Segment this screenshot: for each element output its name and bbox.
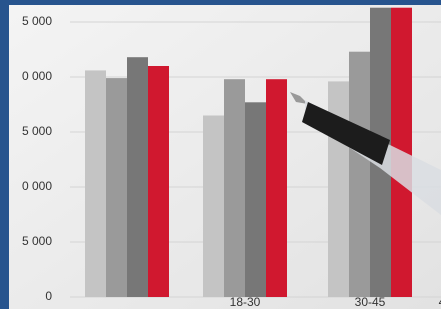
bar: [266, 79, 287, 297]
bar: [224, 79, 245, 297]
x-tick-label: 18-30: [230, 295, 261, 309]
bar: [106, 78, 127, 297]
x-tick-label: 30-45: [355, 295, 386, 309]
y-tick-label: 5 000: [22, 14, 52, 28]
y-tick-label: 0 000: [22, 179, 52, 193]
y-tick-label: 0: [45, 289, 52, 303]
bar: [85, 70, 106, 297]
y-tick-label: 5 000: [22, 124, 52, 138]
bar: [148, 66, 169, 297]
bar: [349, 52, 370, 297]
bar: [127, 57, 148, 297]
bar: [203, 116, 224, 298]
y-tick-label: 0 000: [22, 69, 52, 83]
bar: [245, 102, 266, 297]
photo: 5 0000 0005 0000 0005 000018-3030-454: [0, 0, 441, 309]
y-tick-label: 5 000: [22, 234, 52, 248]
